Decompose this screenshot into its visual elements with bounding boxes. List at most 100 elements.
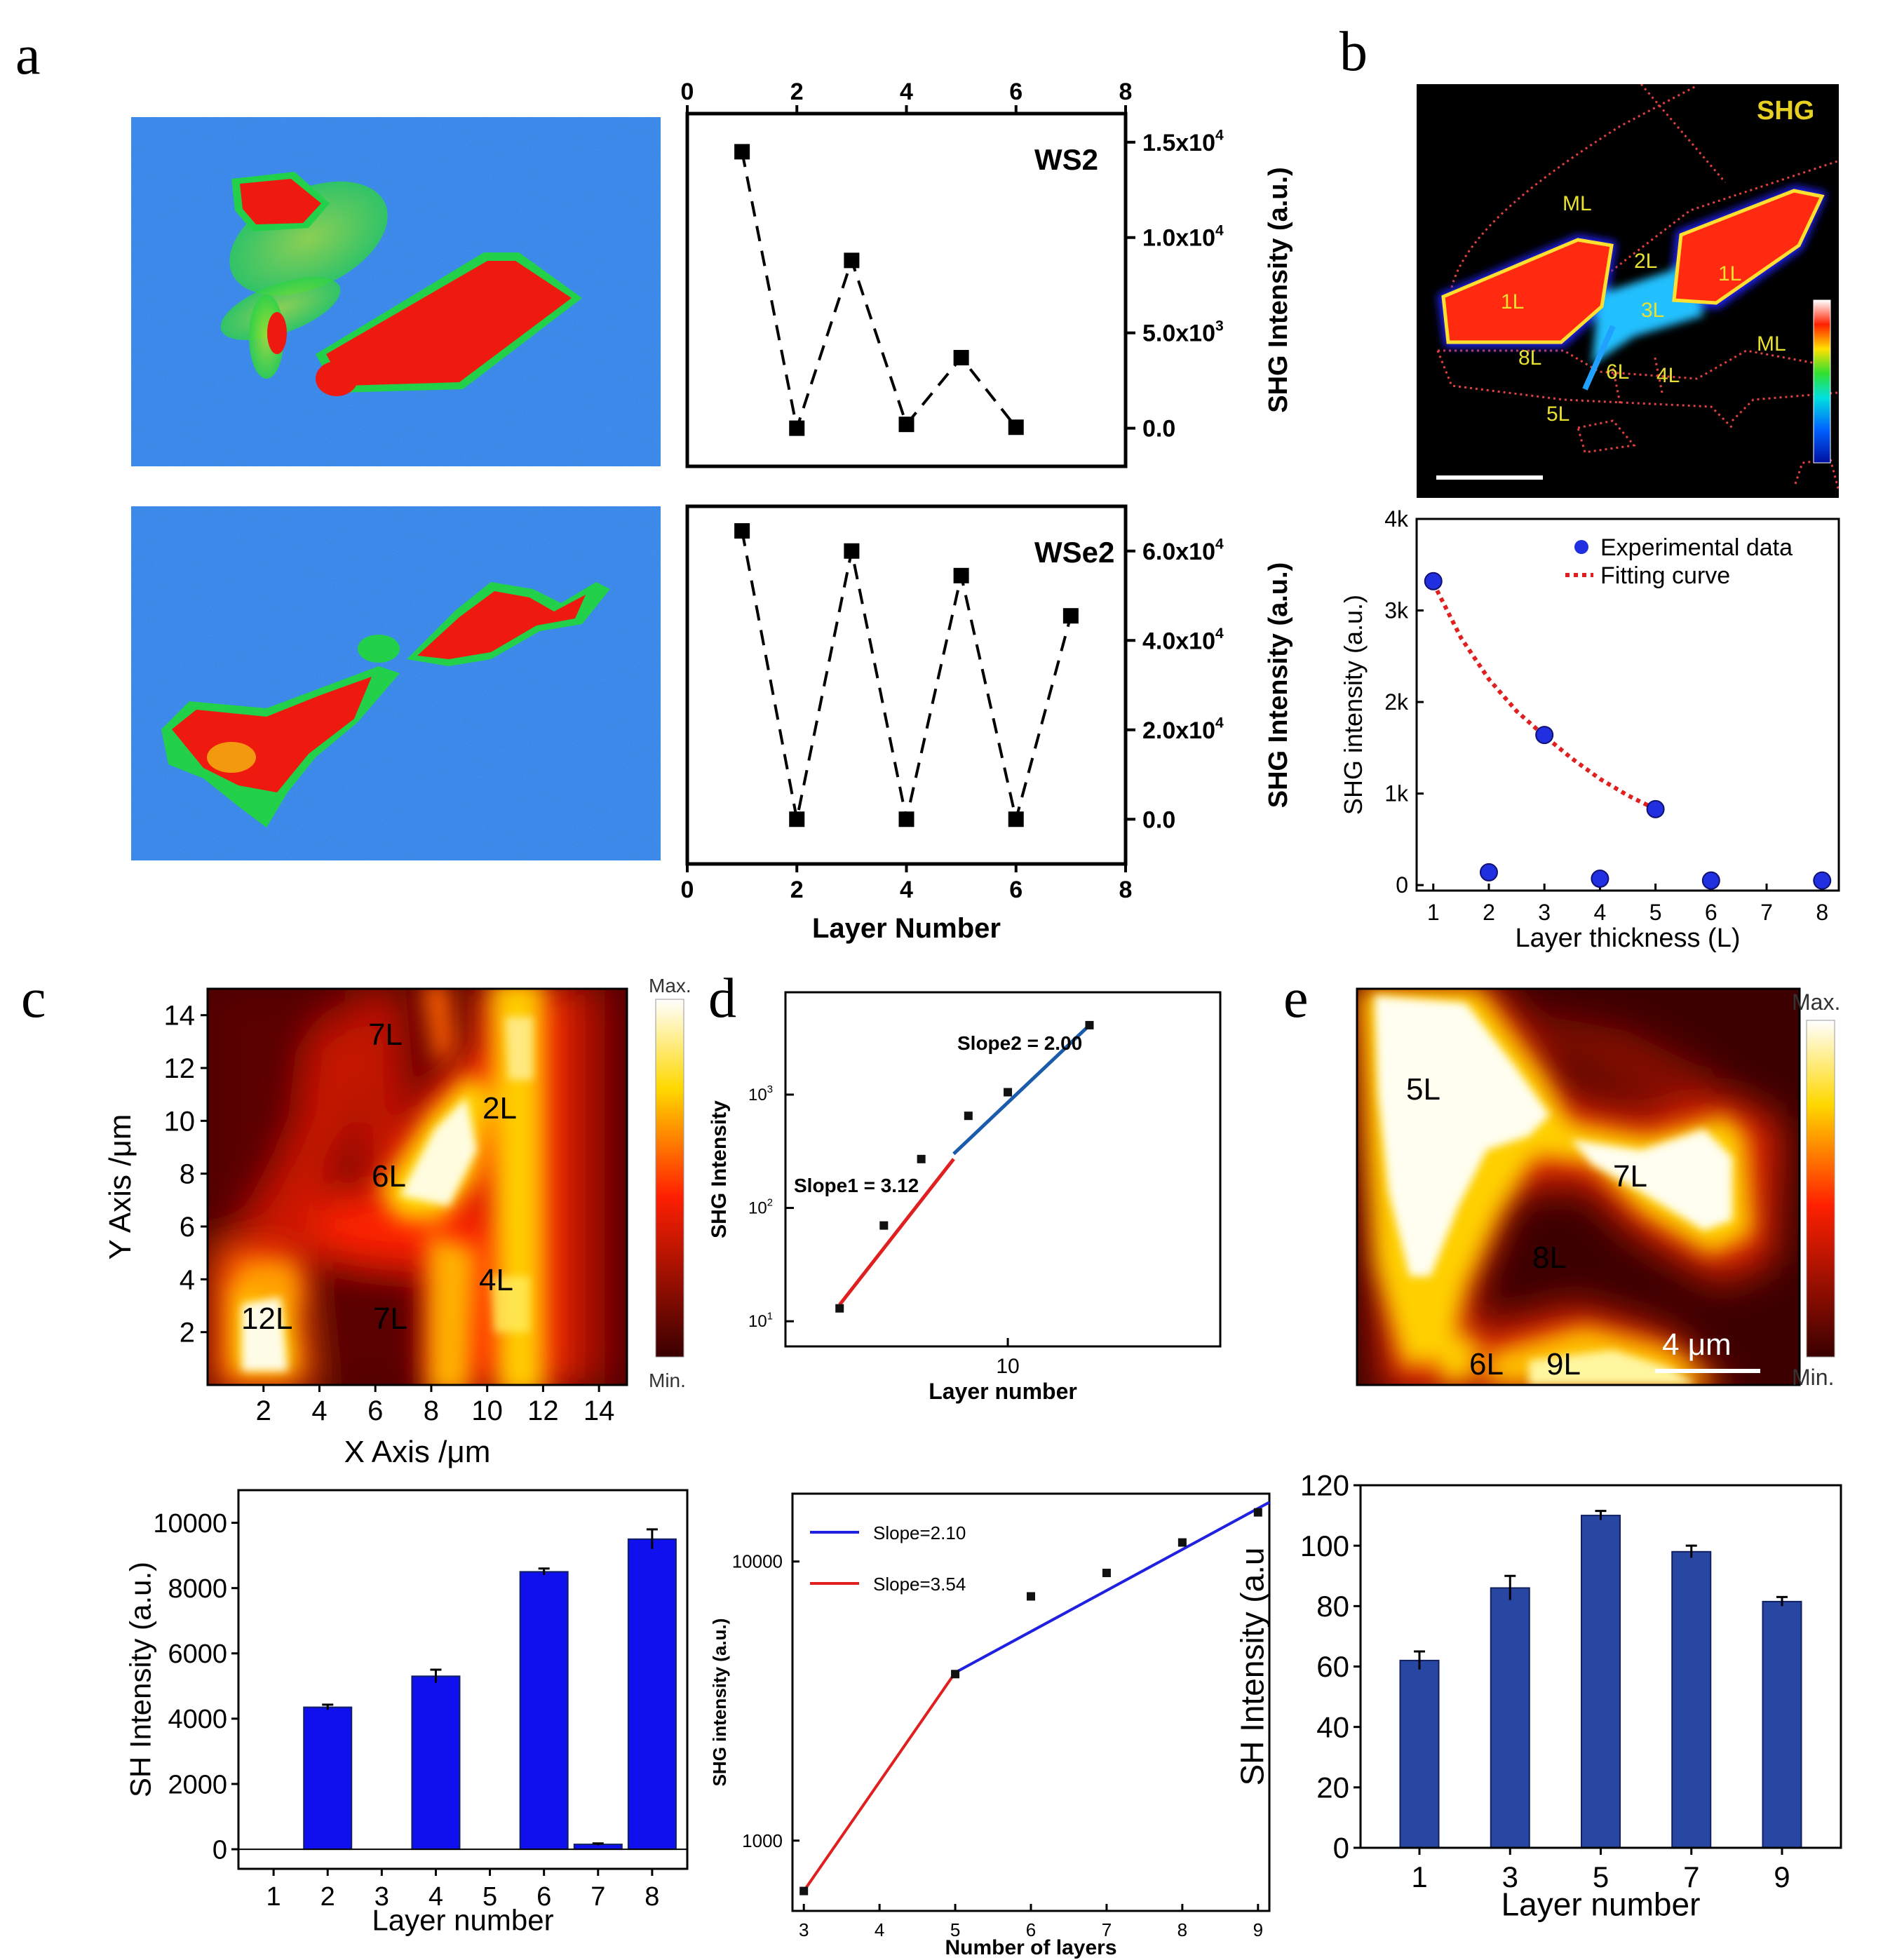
ws2-shg-map [131, 117, 661, 466]
a-wse2-series-line [741, 530, 1072, 820]
d-bottom-legend-slope-blue: Slope=2.10 [873, 1522, 966, 1543]
b-ytick-label: 1k [1384, 781, 1409, 806]
shg-title: SHG [1757, 96, 1814, 126]
b-xtick-label: 3 [1538, 900, 1551, 925]
c-map-xtick-label: 4 [311, 1395, 327, 1426]
d-top-fit-line [952, 1024, 1091, 1156]
a-wse2-ytick-label: 2.0x104 [1142, 715, 1224, 743]
d-bottom-legend-slope-red: Slope=3.54 [873, 1574, 966, 1595]
a-ws2-ytick-label-base: 1.0x10 [1142, 225, 1215, 252]
d-bottom-marker [951, 1670, 960, 1679]
d-bottom-fit-line [954, 1501, 1270, 1674]
c-map-ytick-label: 14 [164, 1001, 196, 1032]
d-bottom-xtick-label: 8 [1177, 1919, 1187, 1940]
c-bar-xtick-label: 8 [644, 1882, 659, 1912]
c-bar-bar [411, 1675, 461, 1851]
d-bottom-xtick-label: 9 [1253, 1919, 1263, 1940]
d-top-ylabel: SHG Intensity [708, 1100, 731, 1238]
a-ws2-marker [953, 350, 969, 366]
b-xtick-label: 8 [1816, 900, 1828, 925]
d-top-slope2-label: Slope2 = 2.00 [957, 1032, 1082, 1054]
b-legend-experimental: Experimental data [1600, 534, 1793, 561]
a-ws2-ytick-label: 1.0x104 [1142, 222, 1224, 251]
a-ws2-xtick-label: 2 [790, 79, 804, 105]
a-wse2-ytick-label: 4.0x104 [1142, 626, 1224, 654]
a-wse2-marker [1008, 811, 1024, 827]
heatmap-e [1357, 989, 1800, 1385]
map-e-scale-bar [1655, 1369, 1760, 1373]
e-bar-ytick-label: 20 [1316, 1771, 1349, 1804]
d-top-xlabel: Layer number [929, 1379, 1077, 1404]
d-top-slope1-label: Slope1 = 3.12 [794, 1175, 919, 1196]
d-top-ytick-label-exp: 1 [767, 1311, 773, 1322]
heatmap-c-axes: 2 4 6 8 10 12 14 2 4 6 8 10 12 14 X Axis /μm Y Axis /μm [103, 1001, 614, 1469]
c-bar-ytick-label: 6000 [168, 1640, 227, 1669]
e-bar-bar [1762, 1600, 1802, 1849]
a-wse2-xlabel: Layer Number [812, 913, 1001, 944]
c-bar-xtick-label: 3 [374, 1882, 389, 1912]
a-wse2-marker [1062, 608, 1079, 624]
b-ytick-label: 2k [1384, 689, 1409, 715]
e-bar-ytick-label: 80 [1316, 1590, 1349, 1623]
label-2l: 2L [1634, 250, 1657, 273]
b-xtick-label: 1 [1427, 900, 1440, 925]
map-c-label-7l-top: 7L [368, 1018, 403, 1052]
colorbar-c-min: Min. [649, 1370, 686, 1391]
colorbar-c-max: Max. [649, 975, 691, 996]
panel-label-b: b [1339, 21, 1368, 83]
label-1l-right: 1L [1718, 262, 1741, 285]
a-wse2-ytick-label: 6.0x104 [1142, 536, 1224, 565]
a-wse2-marker [898, 811, 914, 827]
d-top-ytick-label: 101 [748, 1311, 773, 1331]
map-c-label-2l: 2L [482, 1091, 517, 1126]
c-map-ytick-label: 8 [180, 1159, 195, 1190]
b-legend-marker [1574, 540, 1588, 554]
e-bar-bar [1399, 1659, 1440, 1849]
e-bar-ytick-label: 0 [1333, 1832, 1349, 1865]
a-ws2-ytick-label-base: 5.0x10 [1142, 320, 1215, 347]
a-wse2-title: WSe2 [1034, 536, 1114, 569]
e-bar-ytick-label: 100 [1300, 1529, 1349, 1562]
d-top-ytick-label: 102 [748, 1198, 773, 1218]
b-xtick-label: 5 [1649, 900, 1662, 925]
c-bar-xtick-label: 2 [320, 1882, 335, 1912]
a-wse2-ytick-label-exp: 4 [1215, 626, 1224, 642]
e-bar-xtick-label: 5 [1593, 1860, 1609, 1893]
b-frame [1415, 518, 1840, 892]
chart-d-bottom: 3 4 5 6 7 8 9 1000 10000 Slope=2.10 Slope=3.54 Numb… [709, 1492, 1271, 1959]
a-ws2-marker [1008, 419, 1024, 435]
c-map-ytick-label: 4 [180, 1264, 195, 1295]
a-wse2-marker [734, 523, 750, 539]
shg-image-b: ML 2L 1L 1L 3L 8L 6L 4L ML 5L SHG [1417, 84, 1839, 498]
a-ws2-ytick-label: 0.0 [1142, 416, 1175, 442]
d-bottom-marker [1102, 1569, 1111, 1578]
b-ytick-label: 3k [1384, 598, 1409, 623]
b-xtick-label: 6 [1705, 900, 1717, 925]
b-data-point [1701, 871, 1720, 890]
chart-e-bar: 1 3 5 7 9 0 20 40 60 80 100 120 Layer number SH Inten… [1234, 1469, 1842, 1923]
e-bar-xtick-label: 1 [1411, 1860, 1427, 1893]
label-4l: 4L [1656, 364, 1680, 387]
a-ws2-marker [898, 417, 914, 433]
d-bottom-ytick-label: 1000 [742, 1830, 783, 1851]
d-bottom-marker [799, 1886, 809, 1895]
a-wse2-xtick-label: 6 [1009, 877, 1023, 903]
c-bar-frame [237, 1489, 689, 1870]
c-bar-bar [519, 1571, 569, 1851]
a-wse2-xtick-label: 0 [681, 877, 694, 903]
d-top-marker [1004, 1088, 1013, 1097]
chart-b-layer-thickness: 1 2 3 4 5 6 7 8 0 1k 2k 3k 4k Experimental dataFittin… [1339, 506, 1840, 953]
a-ws2-marker [844, 252, 860, 269]
c-bar-ytick-label: 10000 [153, 1509, 227, 1539]
heatmap-e-frame [1356, 987, 1801, 1386]
c-map-xtick-label: 2 [256, 1395, 271, 1426]
label-5l: 5L [1546, 403, 1570, 426]
d-bottom-marker [1253, 1508, 1262, 1517]
b-xtick-label: 2 [1483, 900, 1495, 925]
d-top-ytick-label: 103 [748, 1084, 773, 1104]
c-map-ytick-label: 10 [164, 1106, 196, 1137]
b-data-point [1479, 863, 1498, 881]
d-top-marker [879, 1221, 889, 1230]
d-top-marker [1085, 1020, 1094, 1029]
